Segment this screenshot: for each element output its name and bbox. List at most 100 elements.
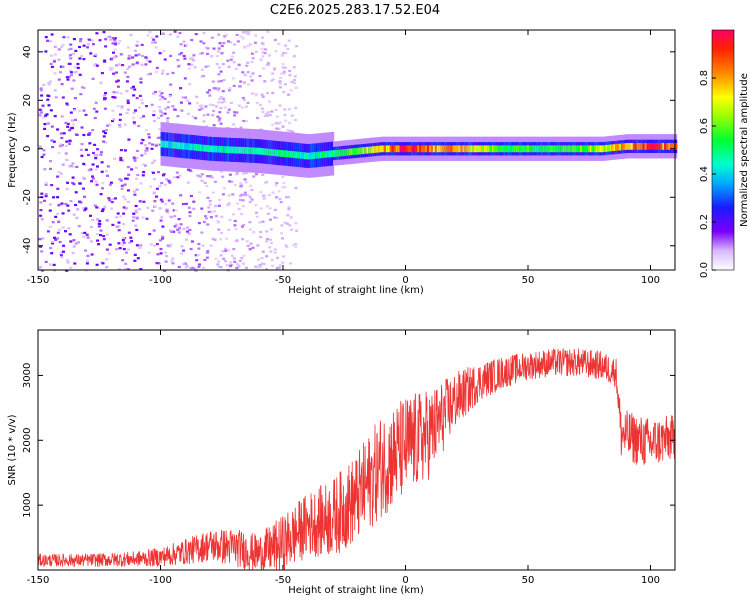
- heatmap-noise-cell: [273, 216, 277, 219]
- heatmap-noise-cell: [114, 197, 117, 200]
- heatmap-noise-cell: [76, 66, 80, 69]
- heatmap-noise-cell: [217, 101, 221, 104]
- heatmap-noise-cell: [44, 195, 48, 198]
- heatmap-noise-cell: [204, 217, 208, 220]
- heatmap-noise-cell: [59, 65, 63, 68]
- heatmap-noise-cell: [106, 124, 109, 127]
- heatmap-noise-cell: [39, 214, 43, 217]
- heatmap-noise-cell: [65, 259, 69, 262]
- heatmap-noise-cell: [235, 111, 239, 114]
- heatmap-noise-cell: [255, 215, 259, 218]
- heatmap-noise-cell: [182, 40, 186, 43]
- heatmap-ridge-core: [346, 148, 350, 156]
- heatmap-noise-cell: [67, 227, 71, 230]
- heatmap-ridge-core: [372, 146, 376, 154]
- heatmap-noise-cell: [61, 43, 65, 46]
- heatmap-noise-cell: [141, 216, 145, 219]
- heatmap-noise-cell: [271, 123, 275, 126]
- heatmap-noise-cell: [133, 122, 136, 126]
- heatmap-noise-cell: [294, 243, 298, 246]
- heatmap-noise-cell: [283, 66, 287, 69]
- heatmap-noise-cell: [173, 225, 177, 228]
- heatmap-noise-cell: [182, 54, 186, 58]
- heatmap-noise-cell: [94, 101, 98, 104]
- heatmap-noise-cell: [273, 248, 277, 251]
- heatmap-ridge-core: [182, 142, 186, 150]
- heatmap-noise-cell: [105, 248, 109, 251]
- heatmap-noise-cell: [192, 200, 196, 203]
- heatmap-noise-cell: [134, 54, 138, 57]
- heatmap-noise-cell: [260, 257, 264, 260]
- heatmap-noise-cell: [200, 179, 204, 182]
- heatmap-ridge-core: [495, 145, 499, 153]
- heatmap-noise-cell: [216, 50, 220, 53]
- heatmap-noise-cell: [219, 96, 223, 99]
- heatmap-noise-cell: [290, 114, 294, 117]
- heatmap-ridge-core: [658, 143, 662, 150]
- heatmap-ridge-core: [462, 145, 466, 153]
- heatmap-noise-cell: [83, 231, 87, 234]
- heatmap-noise-cell: [254, 94, 258, 97]
- heatmap-noise-cell: [126, 101, 130, 105]
- heatmap-noise-cell: [166, 73, 170, 76]
- heatmap-noise-cell: [255, 116, 259, 120]
- heatmap-noise-cell: [216, 220, 220, 223]
- heatmap-noise-cell: [152, 114, 156, 117]
- heatmap-noise-cell: [260, 262, 264, 265]
- heatmap-noise-cell: [69, 266, 73, 269]
- heatmap-noise-cell: [144, 56, 148, 59]
- heatmap-noise-cell: [57, 78, 61, 81]
- heatmap-noise-cell: [254, 265, 258, 268]
- heatmap-noise-cell: [294, 222, 298, 225]
- heatmap-noise-cell: [99, 234, 102, 237]
- heatmap-noise-cell: [239, 182, 243, 185]
- heatmap-noise-cell: [188, 102, 192, 105]
- heatmap-noise-cell: [223, 35, 227, 38]
- heatmap-noise-cell: [268, 194, 272, 197]
- heatmap-noise-cell: [277, 127, 281, 130]
- heatmap-ridge-core: [417, 145, 421, 153]
- snr-x-label: Height of straight line (km): [288, 585, 424, 596]
- heatmap-noise-cell: [187, 67, 191, 70]
- heatmap-noise-cell: [98, 219, 102, 223]
- heatmap-noise-cell: [119, 53, 123, 56]
- heatmap-noise-cell: [292, 243, 296, 246]
- heatmap-noise-cell: [69, 47, 73, 50]
- heatmap-ridge-core: [329, 150, 333, 158]
- heatmap-noise-cell: [261, 250, 265, 253]
- heatmap-noise-cell: [80, 232, 84, 235]
- heatmap-noise-cell: [144, 63, 148, 66]
- heatmap-noise-cell: [126, 165, 130, 169]
- spectrogram-heatmap: [38, 30, 678, 272]
- heatmap-noise-cell: [232, 257, 236, 260]
- heatmap-ridge-core: [648, 143, 652, 150]
- heatmap-ridge-core: [552, 145, 556, 153]
- heatmap-noise-cell: [203, 181, 207, 184]
- snr-y-tick-label: 2000: [22, 428, 33, 453]
- heatmap-noise-cell: [173, 30, 177, 33]
- heatmap-noise-cell: [232, 248, 236, 251]
- heatmap-ridge-core: [340, 149, 344, 157]
- heatmap-noise-cell: [119, 156, 123, 160]
- heatmap-noise-cell: [159, 239, 162, 242]
- heatmap-ridge-core: [376, 145, 380, 153]
- heatmap-ridge-core: [285, 150, 290, 158]
- heatmap-ridge-core: [358, 147, 362, 155]
- heatmap-noise-cell: [161, 96, 165, 99]
- heatmap-noise-cell: [243, 73, 247, 77]
- heatmap-noise-cell: [217, 73, 221, 76]
- heatmap-noise-cell: [259, 235, 263, 239]
- heatmap-noise-cell: [252, 175, 256, 178]
- heatmap-noise-cell: [195, 95, 199, 98]
- heatmap-noise-cell: [241, 238, 245, 241]
- heatmap-ridge-core: [274, 149, 278, 157]
- heatmap-noise-cell: [158, 105, 161, 109]
- heatmap-noise-cell: [229, 41, 233, 44]
- heatmap-ridge-core: [409, 145, 413, 153]
- heatmap-noise-cell: [243, 178, 247, 181]
- heatmap-noise-cell: [200, 52, 204, 55]
- heatmap-noise-cell: [128, 65, 132, 68]
- heatmap-noise-cell: [233, 111, 236, 114]
- heatmap-noise-cell: [178, 32, 182, 35]
- heatmap-noise-cell: [133, 253, 137, 256]
